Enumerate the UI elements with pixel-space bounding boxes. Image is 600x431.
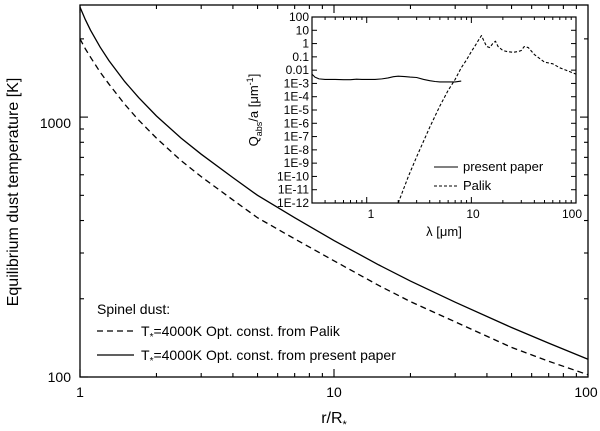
main-chart: 1 10 100 100 1000 r/R* Equilibrium dust … [5,4,598,431]
inset-ytick-label: 1 [302,37,309,51]
inset-x-axis-title: λ [μm] [426,224,462,239]
inset-series [312,35,576,203]
inset-ytick-labels: 1001010.10.011E-31E-41E-51E-61E-71E-81E-… [277,10,309,210]
inset-xtick-label-100: 100 [562,207,582,221]
inset-ytick-label: 1E-5 [284,103,310,117]
inset-ytick-label: 0.1 [292,50,309,64]
inset-ytick-label: 10 [296,23,310,37]
main-xtick-label-10: 10 [326,384,342,400]
inset-plot-background [312,17,576,203]
inset-ytick-label: 1E-12 [277,196,309,210]
inset-ytick-label: 100 [289,10,309,24]
inset-series-line-present [312,73,462,83]
inset-legend: present paper Palik [434,159,544,193]
inset-ytick-label: 1E-4 [284,90,310,104]
inset-series-line-palik [397,35,576,203]
legend-label-present: T*=4000K Opt. const. from present paper [141,347,396,367]
inset-ytick-label: 1E-9 [284,156,310,170]
main-xtick-label-100: 100 [574,384,598,400]
main-series [79,6,589,376]
inset-legend-label-present: present paper [463,159,544,174]
inset-ytick-label: 1E-8 [284,143,310,157]
main-series-line-palik [79,38,589,376]
main-ytick-label-100: 100 [48,369,72,385]
legend-title: Spinel dust: [97,301,170,317]
inset-xtick-label-10: 10 [466,207,480,221]
inset-ytick-label: 1E-10 [277,169,309,183]
inset-ytick-label: 1E-7 [284,130,310,144]
inset-ytick-label: 1E-6 [284,116,310,130]
inset-ytick-label: 1E-11 [278,183,309,197]
inset-xtick-label-1: 1 [368,207,375,221]
inset-ticks [311,16,577,204]
main-xtick-label-1: 1 [76,384,84,400]
inset-chart: 1001010.10.011E-31E-41E-51E-61E-71E-81E-… [245,10,582,239]
inset-ytick-label: 0.01 [286,63,310,77]
legend-label-palik: T*=4000K Opt. const. from Palik [141,323,341,343]
inset-ytick-label: 1E-3 [284,76,310,90]
main-ticks [79,5,588,378]
main-ytick-label-1000: 1000 [40,115,71,131]
main-legend: Spinel dust: T*=4000K Opt. const. from P… [97,301,396,367]
main-y-axis-title: Equilibrium dust temperature [K] [5,78,22,307]
main-x-axis-title: r/R* [321,410,347,431]
inset-legend-label-palik: Palik [463,178,492,193]
main-series-line-present [79,6,589,360]
inset-y-axis-title: Qabs/a [μm-1] [245,74,264,147]
